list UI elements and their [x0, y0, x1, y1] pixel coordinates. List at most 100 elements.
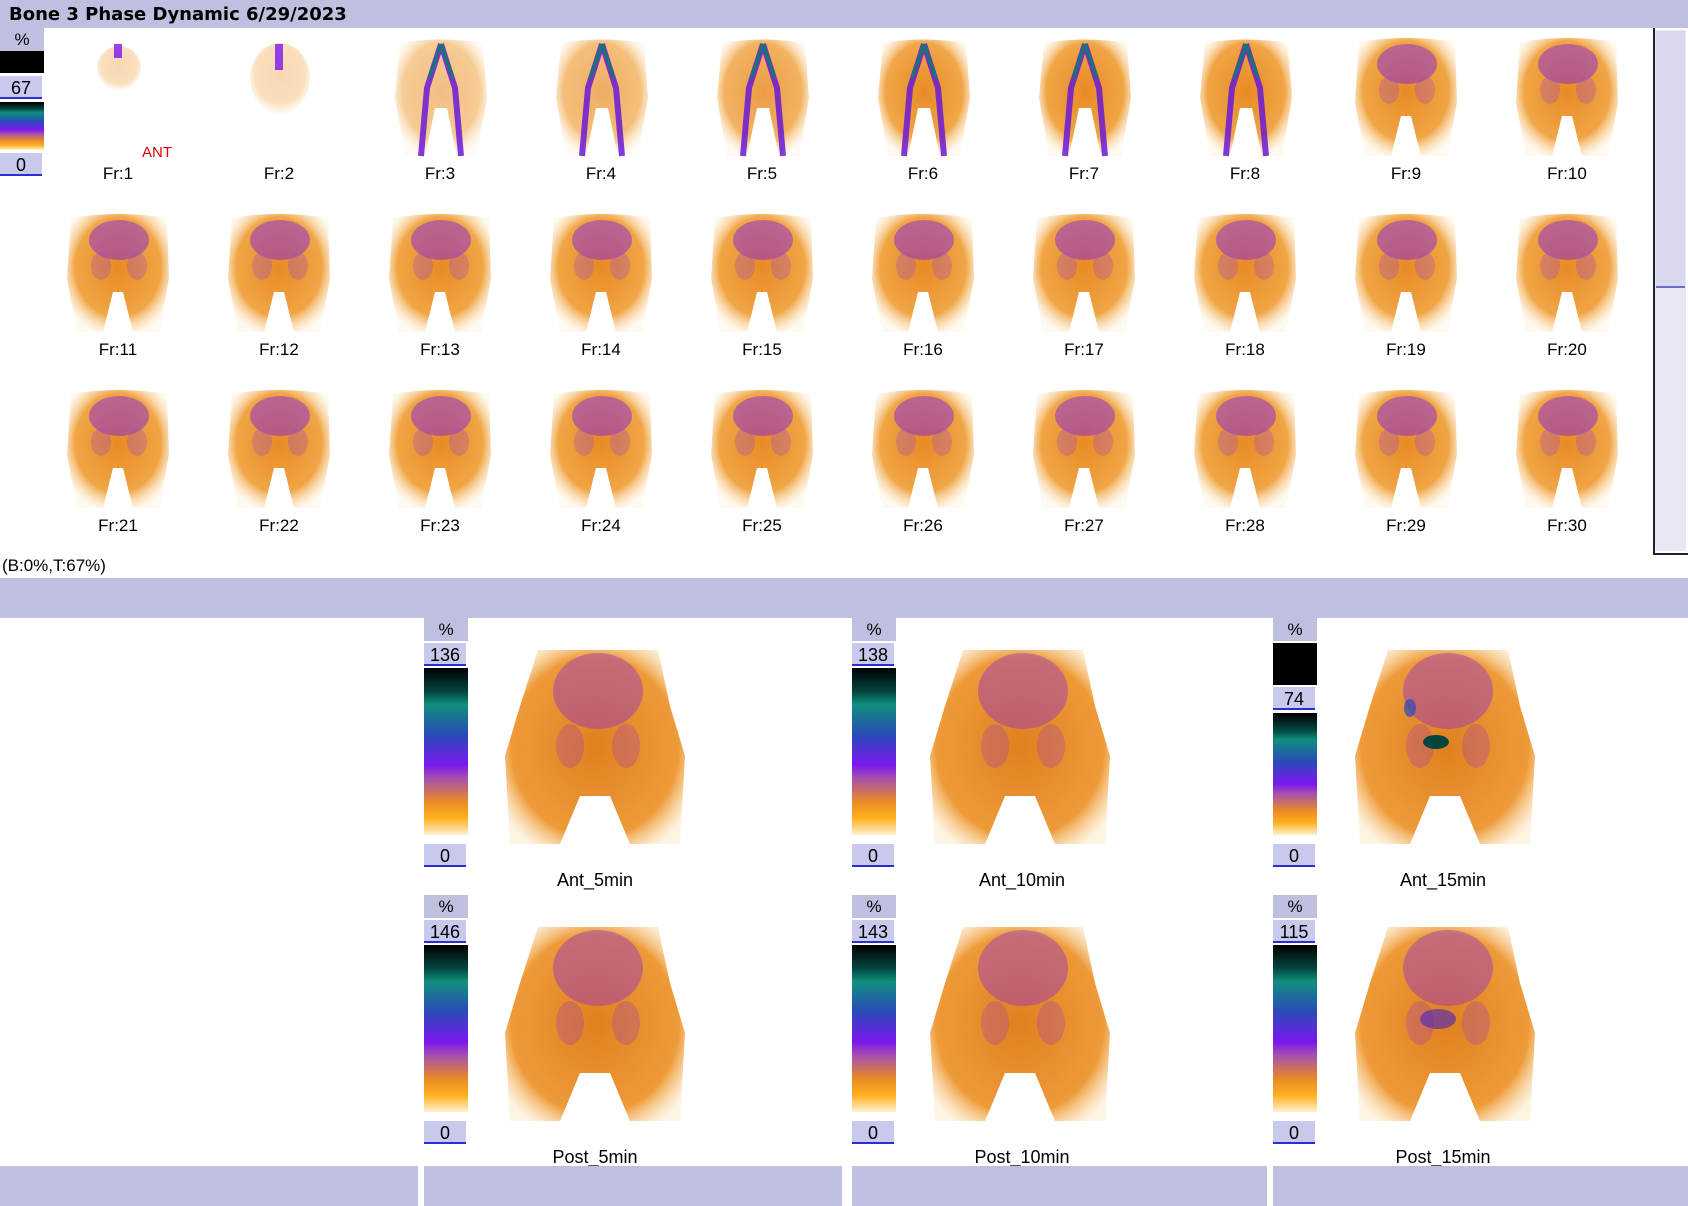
static-image-label: Post_10min — [974, 1147, 1070, 1167]
dynamic-frame[interactable]: Fr:12 — [204, 204, 354, 364]
static-scan-image[interactable] — [1330, 646, 1560, 856]
frame-label: Fr:19 — [1386, 340, 1426, 359]
scale-min-value[interactable]: 0 — [1273, 1121, 1315, 1144]
dynamic-frame[interactable]: Fr:27 — [1009, 380, 1159, 540]
dynamic-frame[interactable]: Fr:10 — [1492, 28, 1642, 188]
dynamic-frame[interactable]: Fr:18 — [1170, 204, 1320, 364]
scale-min-value[interactable]: 0 — [852, 844, 894, 867]
scale-clip-block — [1273, 643, 1317, 685]
static-scan-image[interactable] — [1330, 923, 1560, 1133]
scan-image — [1516, 38, 1618, 156]
viewport-footer-bar — [852, 1166, 1267, 1206]
dynamic-frame[interactable]: Fr:26 — [848, 380, 998, 540]
scale-min-value[interactable]: 0 — [1273, 844, 1315, 867]
frame-label: Fr:30 — [1547, 516, 1587, 535]
scan-image — [1355, 390, 1457, 508]
scale-max-value[interactable]: 115 — [1273, 920, 1315, 943]
dynamic-frame[interactable]: Fr:28 — [1170, 380, 1320, 540]
dynamic-frame[interactable]: Fr:15 — [687, 204, 837, 364]
frame-label: Fr:14 — [581, 340, 621, 359]
scan-image — [1039, 39, 1131, 157]
scrollbar-border — [1653, 553, 1688, 555]
dynamic-frame[interactable]: Fr:9 — [1331, 28, 1481, 188]
scan-image — [930, 650, 1110, 844]
scale-min-value[interactable]: 0 — [424, 844, 466, 867]
scale-min-value[interactable]: 0 — [852, 1121, 894, 1144]
scan-image — [389, 214, 491, 332]
static-scan-image[interactable] — [480, 646, 710, 856]
dynamic-frame[interactable]: Fr:11 — [43, 204, 193, 364]
scale-percent-label: % — [1273, 618, 1317, 641]
scan-image — [711, 390, 813, 508]
dynamic-frame[interactable]: Fr:3 — [365, 28, 515, 188]
dynamic-frame[interactable]: Fr:22 — [204, 380, 354, 540]
scan-image — [389, 390, 491, 508]
dynamic-frame[interactable]: Fr:30 — [1492, 380, 1642, 540]
dynamic-frame[interactable]: Fr:5 — [687, 28, 837, 188]
scan-image — [395, 39, 487, 157]
dynamic-frame[interactable]: Fr:6 — [848, 28, 998, 188]
viewport-footer-bar — [0, 1166, 418, 1206]
static-scan-image[interactable] — [480, 923, 710, 1133]
scan-image — [711, 214, 813, 332]
frame-label: Fr:17 — [1064, 340, 1104, 359]
scan-image — [1200, 39, 1292, 157]
window-title: Bone 3 Phase Dynamic 6/29/2023 — [9, 4, 347, 25]
scan-image — [67, 390, 169, 508]
scrollbar-thumb[interactable] — [1656, 31, 1685, 288]
scan-image — [1355, 650, 1535, 844]
frame-label: Fr:1 — [102, 164, 134, 183]
dynamic-frame[interactable]: Fr:21 — [43, 380, 193, 540]
dynamic-frame[interactable]: Fr:7 — [1009, 28, 1159, 188]
dynamic-frame[interactable]: Fr:25 — [687, 380, 837, 540]
dynamic-frame[interactable]: Fr:19 — [1331, 204, 1481, 364]
frame-label: Fr:29 — [1386, 516, 1426, 535]
static-scan-image[interactable] — [905, 646, 1135, 856]
frame-label: Fr:18 — [1225, 340, 1265, 359]
scale-max-value[interactable]: 146 — [424, 920, 466, 943]
scale-max-value[interactable]: 143 — [852, 920, 894, 943]
frame-label: Fr:6 — [907, 164, 939, 183]
scale-max-value[interactable]: 74 — [1273, 687, 1315, 710]
dynamic-frame[interactable]: Fr:24 — [526, 380, 676, 540]
dynamic-frame[interactable]: Fr:20 — [1492, 204, 1642, 364]
scan-image — [1033, 214, 1135, 332]
dynamic-scale-min-value[interactable]: 0 — [0, 153, 42, 176]
static-image-label: Ant_15min — [1399, 870, 1487, 890]
scan-image — [717, 39, 809, 157]
viewport-footer-bar — [424, 1166, 842, 1206]
dynamic-frame[interactable]: Fr:23 — [365, 380, 515, 540]
scale-min-value[interactable]: 0 — [424, 1121, 466, 1144]
scan-image — [97, 44, 141, 90]
frame-label: Fr:9 — [1390, 164, 1422, 183]
frame-label: Fr:28 — [1225, 516, 1265, 535]
static-image-label: Post_5min — [552, 1147, 638, 1167]
dynamic-frame[interactable]: Fr:14 — [526, 204, 676, 364]
dynamic-frame[interactable]: Fr:1 — [43, 28, 193, 188]
dynamic-frame[interactable]: Fr:16 — [848, 204, 998, 364]
scan-image — [228, 214, 330, 332]
scale-max-value[interactable]: 136 — [424, 643, 466, 666]
static-scan-image[interactable] — [905, 923, 1135, 1133]
dynamic-frame[interactable]: Fr:13 — [365, 204, 515, 364]
dynamic-frame[interactable]: Fr:17 — [1009, 204, 1159, 364]
frame-label: Fr:4 — [585, 164, 617, 183]
dynamic-frame[interactable]: Fr:2 — [204, 28, 354, 188]
scale-max-value[interactable]: 138 — [852, 643, 894, 666]
dynamic-frame[interactable]: Fr:29 — [1331, 380, 1481, 540]
scale-percent-label: % — [852, 618, 896, 641]
frame-label: Fr:10 — [1547, 164, 1587, 183]
dynamic-scale-gradient — [0, 102, 44, 150]
scale-gradient — [852, 668, 896, 835]
dynamic-scale-max-value[interactable]: 67 — [0, 76, 42, 99]
scan-image — [1355, 927, 1535, 1121]
scan-image — [1355, 214, 1457, 332]
dynamic-frame[interactable]: Fr:4 — [526, 28, 676, 188]
scan-image — [250, 43, 310, 113]
scale-range-readout: (B:0%,T:67%) — [2, 556, 106, 575]
frame-label: Fr:22 — [259, 516, 299, 535]
scan-image — [878, 39, 970, 157]
dynamic-scale-clip-block — [0, 51, 44, 73]
scale-gradient — [852, 945, 896, 1112]
dynamic-frame[interactable]: Fr:8 — [1170, 28, 1320, 188]
